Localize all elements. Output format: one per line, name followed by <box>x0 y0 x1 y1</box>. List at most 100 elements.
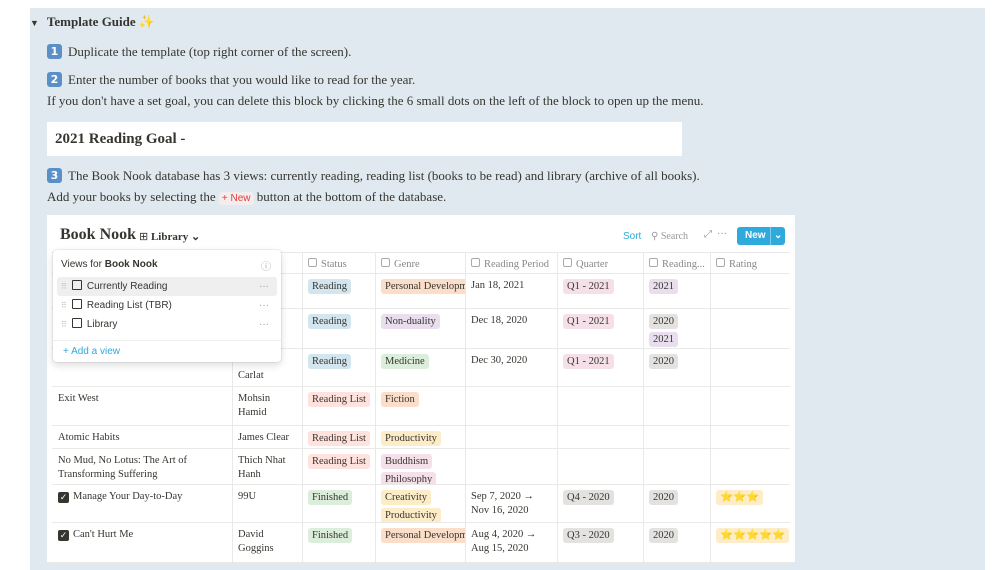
cell-reading: 2020 <box>643 348 710 386</box>
view-switch[interactable]: ⊞ Library ⌄ <box>139 231 201 243</box>
row-line <box>52 484 790 485</box>
author: James Clear <box>238 432 290 443</box>
column-icon <box>381 258 390 267</box>
column-header: Quarter <box>557 252 643 278</box>
cell-status: Reading List <box>302 425 375 448</box>
cell-rating: ⭐⭐⭐ <box>710 484 790 522</box>
add-view[interactable]: + Add a view <box>63 346 120 357</box>
cell-name: ✓ Manage Your Day-to-Day <box>52 484 232 522</box>
cell-genre: Creativity Productivity <box>375 484 465 522</box>
step: 1 Duplicate the template (top right corne… <box>47 44 351 60</box>
book-title: Atomic Habits <box>58 432 120 443</box>
column-title: Genre <box>394 259 420 270</box>
cell-quarter <box>557 386 643 425</box>
tag: Creativity <box>381 490 431 505</box>
sort[interactable]: Sort <box>623 231 642 242</box>
cell-author: Thich Nhat Hanh <box>232 448 302 484</box>
cell-status: Reading <box>302 348 375 386</box>
cell-author: David Goggins <box>232 522 302 562</box>
cell-rating <box>710 348 790 386</box>
menu-item[interactable]: ⠿ Reading List (TBR) ··· <box>57 296 277 315</box>
tag: Reading <box>308 279 351 294</box>
col-line <box>465 252 466 562</box>
col-line <box>232 252 233 562</box>
tag: Productivity <box>381 508 441 522</box>
tag: Finished <box>308 528 353 543</box>
separator <box>53 340 281 341</box>
help-icon[interactable]: ⓘ <box>261 262 271 273</box>
tag: Q1 - 2021 <box>563 279 614 294</box>
cell-quarter: Q1 - 2021 <box>557 348 643 386</box>
tag: 2020 <box>649 528 678 543</box>
tag: Fiction <box>381 392 419 407</box>
cell-rating <box>710 273 790 308</box>
new-button[interactable]: New ⌄ <box>737 227 785 245</box>
search-label: Search <box>660 231 689 242</box>
cell-reading <box>643 448 710 484</box>
cell-quarter: Q3 - 2020 <box>557 522 643 562</box>
cell-reading: 2020 <box>643 484 710 522</box>
column-icon <box>649 258 658 267</box>
cell-name: No Mud, No Lotus: The Art of Transformin… <box>52 448 232 484</box>
drag-handle: ⠿ <box>61 301 67 310</box>
cell-reading <box>643 386 710 425</box>
row-line <box>52 308 790 309</box>
cell-name: ✓ Can't Hurt Me <box>52 522 232 562</box>
cell-name: Atomic Habits <box>52 425 232 448</box>
cell-period: Sep 7, 2020 → Nov 16, 2020 <box>465 484 557 522</box>
menu-item[interactable]: ⠿ Currently Reading ··· <box>57 277 277 296</box>
cell-author: 99U <box>232 484 302 522</box>
tag: 2020 <box>649 354 678 369</box>
row-line <box>52 562 790 563</box>
cell-rating <box>710 386 790 425</box>
tag: 2020 <box>649 490 678 505</box>
tag: Q3 - 2020 <box>563 528 614 543</box>
search[interactable]: ⚲ Search <box>651 231 689 242</box>
cell-quarter: Q1 - 2021 <box>557 273 643 308</box>
column-title: Status <box>321 259 347 270</box>
step-badge: 3 <box>47 168 62 183</box>
view-icon <box>71 318 82 328</box>
cell-status: Reading <box>302 308 375 348</box>
cell-author: Mohsin Hamid <box>232 386 302 425</box>
note-text: Add your books by selecting the <box>47 189 216 204</box>
drag-handle: ⠿ <box>61 282 67 291</box>
column-icon <box>716 258 725 267</box>
menu-item[interactable]: ⠿ Library ··· <box>57 315 277 334</box>
cell-quarter <box>557 448 643 484</box>
cell-period <box>465 386 557 425</box>
expand[interactable]: ⤢ ··· <box>704 229 727 240</box>
cell-period: Dec 30, 2020 <box>465 348 557 386</box>
column-header: Genre <box>375 252 465 278</box>
cell-quarter <box>557 425 643 448</box>
tag: Reading <box>308 314 351 329</box>
cell-status: Reading <box>302 273 375 308</box>
views-menu: Views for Book Nook ⓘ ⠿ Currently Reading… <box>53 250 281 362</box>
tag: Reading List <box>308 454 370 469</box>
step: 3 The Book Nook database has 3 views: cur… <box>47 168 700 184</box>
book-title: Can't Hurt Me <box>73 529 134 540</box>
tag: ⭐⭐⭐⭐⭐ <box>716 528 790 543</box>
more: ··· <box>259 300 269 311</box>
period: Jan 18, 2021 <box>471 280 525 291</box>
cell-rating <box>710 448 790 484</box>
column-header: Rating <box>710 252 790 278</box>
goal-block: 2021 Reading Goal - <box>47 122 682 156</box>
toggle[interactable]: ▼ Template Guide ✨ <box>30 14 156 29</box>
column-icon <box>471 258 480 267</box>
row-line <box>52 425 790 426</box>
cell-quarter: Q1 - 2021 <box>557 308 643 348</box>
row-line <box>52 522 790 523</box>
checkbox: ✓ <box>58 492 69 503</box>
tag: Finished <box>308 490 353 505</box>
cell-rating <box>710 425 790 448</box>
tag: Q1 - 2021 <box>563 354 614 369</box>
checkbox: ✓ <box>58 530 69 541</box>
cell-reading: 2020 <box>643 522 710 562</box>
book-title: Manage Your Day-to-Day <box>73 491 183 502</box>
drag-handle: ⠿ <box>61 320 67 329</box>
row-line <box>52 252 790 253</box>
cell-genre: Productivity <box>375 425 465 448</box>
step-text: Enter the number of books that you would… <box>68 72 416 87</box>
more: ··· <box>259 281 269 292</box>
